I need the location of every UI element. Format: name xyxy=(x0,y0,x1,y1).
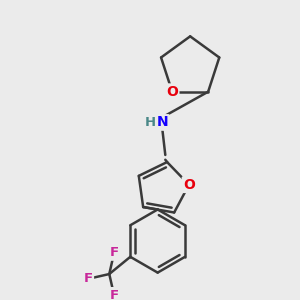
Text: N: N xyxy=(157,116,168,129)
Text: F: F xyxy=(110,247,118,260)
Text: O: O xyxy=(166,85,178,99)
Text: F: F xyxy=(110,289,118,300)
Text: H: H xyxy=(144,116,156,129)
Text: F: F xyxy=(84,272,93,285)
Text: O: O xyxy=(183,178,195,192)
